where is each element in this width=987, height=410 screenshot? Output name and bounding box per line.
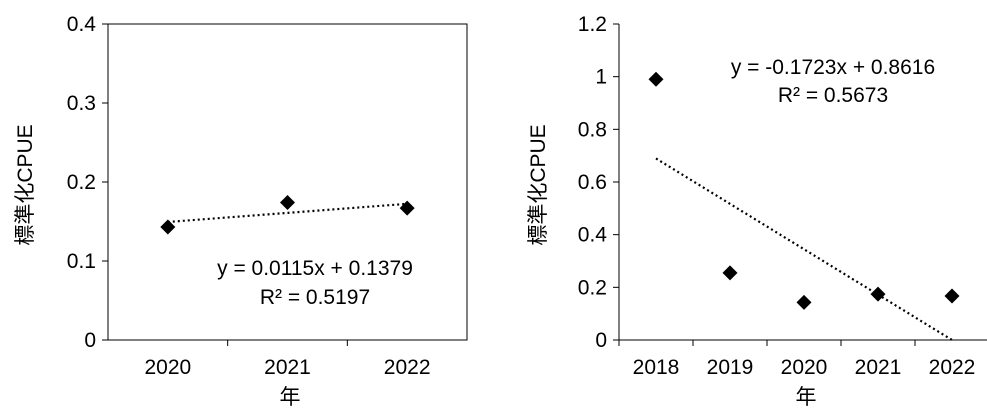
left-data-point bbox=[280, 195, 295, 211]
left-data-point bbox=[399, 200, 415, 216]
left-y-tick-label: 0.3 bbox=[67, 92, 96, 115]
left-trend-equation: y = 0.0115x + 0.1379 bbox=[217, 257, 413, 280]
left-y-tick-label: 0.4 bbox=[67, 13, 97, 36]
right-x-axis-title: 年 bbox=[796, 386, 817, 409]
right-x-tick-label: 2018 bbox=[633, 356, 680, 379]
left-r-squared: R² = 0.5197 bbox=[260, 286, 370, 309]
right-r-squared: R² = 0.5673 bbox=[778, 84, 888, 107]
right-data-point bbox=[796, 294, 812, 310]
right-x-tick-label: 2020 bbox=[781, 356, 828, 379]
left-x-tick-label: 2022 bbox=[384, 356, 431, 379]
right-y-tick-label: 0 bbox=[595, 329, 607, 352]
right-y-tick-label: 0.2 bbox=[578, 276, 607, 299]
left-x-tick-label: 2021 bbox=[264, 356, 311, 379]
right-data-point bbox=[722, 265, 738, 281]
right-y-tick-label: 0.6 bbox=[578, 171, 607, 194]
right-data-point bbox=[648, 71, 664, 87]
left-y-tick-label: 0.1 bbox=[67, 250, 96, 273]
left-y-axis-title: 標準化CPUE bbox=[14, 124, 37, 245]
left-chart: 標準化CPUE 年 y = 0.0115x + 0.1379 R² = 0.51… bbox=[14, 13, 468, 409]
right-trend-equation: y = -0.1723x + 0.8616 bbox=[731, 56, 935, 79]
right-y-tick-label: 0.8 bbox=[578, 118, 607, 141]
left-x-axis-title: 年 bbox=[280, 386, 301, 409]
right-x-tick-label: 2019 bbox=[707, 356, 754, 379]
right-y-tick-label: 1 bbox=[595, 66, 607, 89]
right-y-tick-label: 0.4 bbox=[578, 224, 608, 247]
right-y-axis-title: 標準化CPUE bbox=[527, 124, 550, 245]
left-y-tick-label: 0.2 bbox=[67, 171, 96, 194]
right-y-tick-label: 1.2 bbox=[578, 13, 607, 36]
right-x-tick-label: 2022 bbox=[929, 356, 976, 379]
left-data-point bbox=[160, 219, 176, 235]
right-x-tick-label: 2021 bbox=[855, 356, 902, 379]
left-y-tick-label: 0 bbox=[84, 329, 96, 352]
left-x-tick-label: 2020 bbox=[144, 356, 191, 379]
right-chart: 標準化CPUE 年 y = -0.1723x + 0.8616 R² = 0.5… bbox=[527, 13, 987, 409]
right-data-point bbox=[944, 288, 960, 304]
left-trendline bbox=[167, 202, 408, 224]
right-data-point bbox=[870, 286, 886, 302]
right-trendline bbox=[655, 157, 953, 341]
